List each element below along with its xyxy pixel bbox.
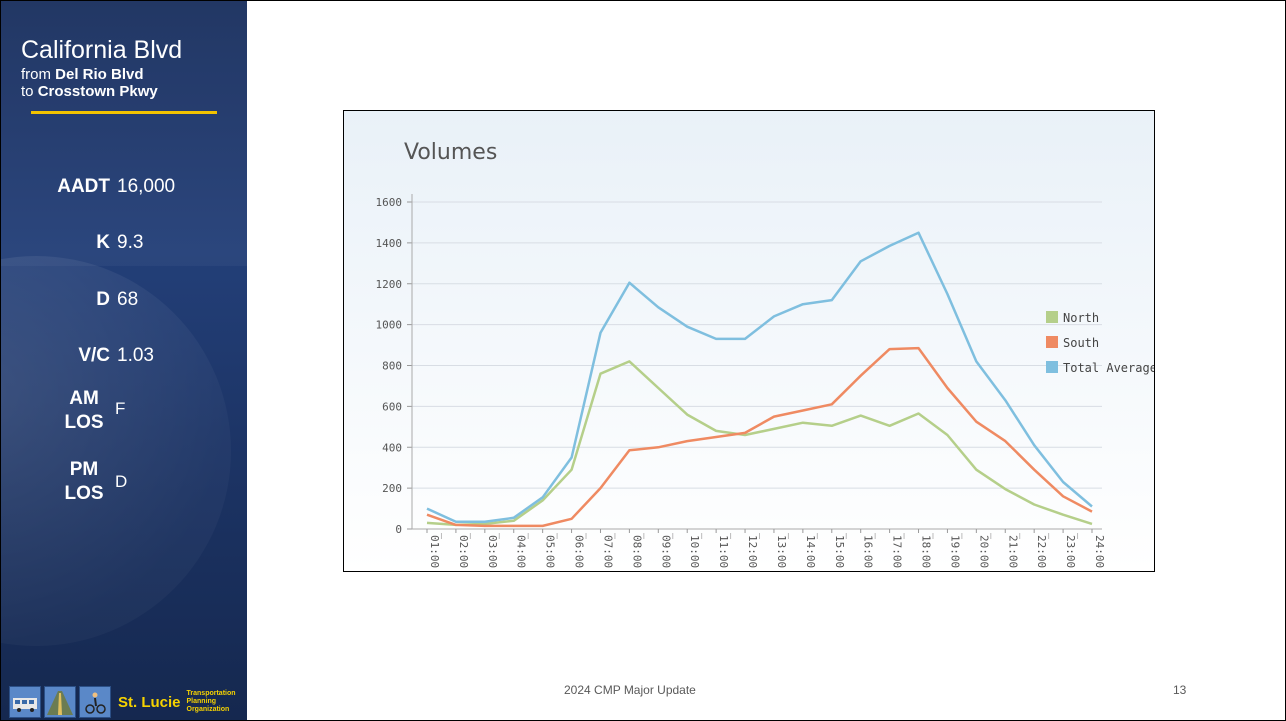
legend-swatch — [1046, 336, 1058, 348]
x-tick-label: 09:00 — [659, 535, 672, 568]
logo-line1: Transportation — [186, 690, 236, 697]
x-tick-label: 13:00 — [775, 535, 788, 568]
x-tick-label: 03:00 — [486, 535, 499, 568]
bus-icon — [9, 686, 41, 718]
x-tick-label: 06:00 — [573, 535, 586, 568]
x-tick-label: 20:00 — [977, 535, 990, 568]
y-tick-label: 1600 — [376, 196, 403, 209]
road-icon — [44, 686, 76, 718]
x-tick-label: 04:00 — [515, 535, 528, 568]
x-tick-label: 11:00 — [717, 535, 730, 568]
sidebar: California Blvd from Del Rio Blvd to Cro… — [1, 1, 247, 720]
x-tick-label: 24:00 — [1093, 535, 1106, 568]
x-tick-label: 10:00 — [688, 535, 701, 568]
pm-los-label-line2: LOS — [64, 483, 104, 504]
from-prefix: from — [21, 66, 51, 83]
series-line-total-average — [426, 231, 1093, 524]
chart-title: Volumes — [404, 140, 497, 165]
stat-d: D 68 — [1, 289, 247, 313]
stat-value: 9.3 — [117, 232, 144, 253]
am-los-label-line1: AM — [69, 388, 99, 409]
cyclist-icon — [79, 686, 111, 718]
x-tick-label: 22:00 — [1035, 535, 1048, 568]
chart-svg: Volumes 0 200 400 600 800 1000 1200 1400 1600 01:… — [344, 111, 1154, 571]
stat-label: D — [96, 289, 110, 310]
sidebar-band — [1, 1, 247, 266]
legend-label: Total Average — [1063, 361, 1154, 375]
road-name: California Blvd — [21, 36, 183, 64]
logo-name: St. Lucie — [118, 693, 181, 711]
y-tick-label: 1200 — [376, 278, 403, 291]
stat-vc: V/C 1.03 — [1, 345, 247, 369]
x-tick-label: 15:00 — [833, 535, 846, 568]
x-tick-label: 14:00 — [804, 535, 817, 568]
logo-tagline: Transportation Planning Organization — [187, 690, 236, 714]
x-tick-label: 05:00 — [544, 535, 557, 568]
am-los-label-line2: LOS — [64, 412, 104, 433]
y-tick-label: 200 — [382, 482, 402, 495]
y-tick-label: 0 — [395, 523, 402, 536]
y-tick-label: 400 — [382, 441, 402, 454]
pm-los-value: D — [115, 472, 128, 491]
stat-value: 1.03 — [117, 345, 154, 366]
stat-label: V/C — [78, 345, 110, 366]
stat-k: K 9.3 — [1, 232, 247, 256]
am-los-label: AM LOS — [59, 387, 109, 435]
series-line-north — [426, 360, 1093, 527]
x-tick-label: 17:00 — [891, 535, 904, 568]
title-underline — [31, 111, 217, 114]
x-tick-label: 08:00 — [630, 535, 643, 568]
x-tick-label: 18:00 — [920, 535, 933, 568]
to-prefix: to — [21, 83, 34, 100]
series-line-south — [426, 346, 1093, 528]
pm-los-label-line1: PM — [69, 459, 99, 480]
from-line: from Del Rio Blvd — [21, 66, 144, 83]
legend-swatch — [1046, 311, 1058, 323]
pm-los-label: PM LOS — [59, 458, 109, 506]
stat-label: AADT — [57, 176, 110, 197]
x-tick-label: 16:00 — [862, 535, 875, 568]
y-tick-label: 800 — [382, 360, 402, 373]
footer-text: 2024 CMP Major Update — [564, 683, 696, 697]
page-number: 13 — [1173, 683, 1187, 697]
from-road: Del Rio Blvd — [55, 66, 144, 83]
tpo-logo: St. Lucie Transportation Planning Organi… — [9, 686, 243, 718]
stat-value: 68 — [117, 289, 139, 310]
y-tick-label: 600 — [382, 400, 402, 413]
x-tick-label: 23:00 — [1064, 535, 1077, 568]
am-los-value: F — [115, 399, 126, 418]
chart-background — [344, 111, 1154, 571]
x-tick-label: 19:00 — [948, 535, 961, 568]
to-line: to Crosstown Pkwy — [21, 83, 158, 100]
x-tick-label: 02:00 — [457, 535, 470, 568]
x-tick-label: 21:00 — [1006, 535, 1019, 568]
legend-label: North — [1063, 311, 1099, 325]
to-road: Crosstown Pkwy — [37, 83, 158, 100]
x-tick-label: 01:00 — [428, 535, 441, 568]
volumes-chart: Volumes 0 200 400 600 800 1000 1200 1400 1600 01:… — [343, 110, 1155, 572]
y-tick-label: 1400 — [376, 237, 403, 250]
logo-line2: Planning — [186, 698, 217, 705]
x-tick-label: 12:00 — [746, 535, 759, 568]
stat-label: K — [96, 232, 110, 253]
stat-aadt: AADT 16,000 — [1, 176, 247, 200]
y-tick-label: 1000 — [376, 319, 403, 332]
logo-line3: Organization — [186, 706, 230, 713]
x-tick-label: 07:00 — [601, 535, 614, 568]
sidebar-decoration — [1, 256, 231, 646]
legend-label: South — [1063, 336, 1099, 350]
legend-swatch — [1046, 361, 1058, 373]
stat-value: 16,000 — [117, 176, 176, 197]
